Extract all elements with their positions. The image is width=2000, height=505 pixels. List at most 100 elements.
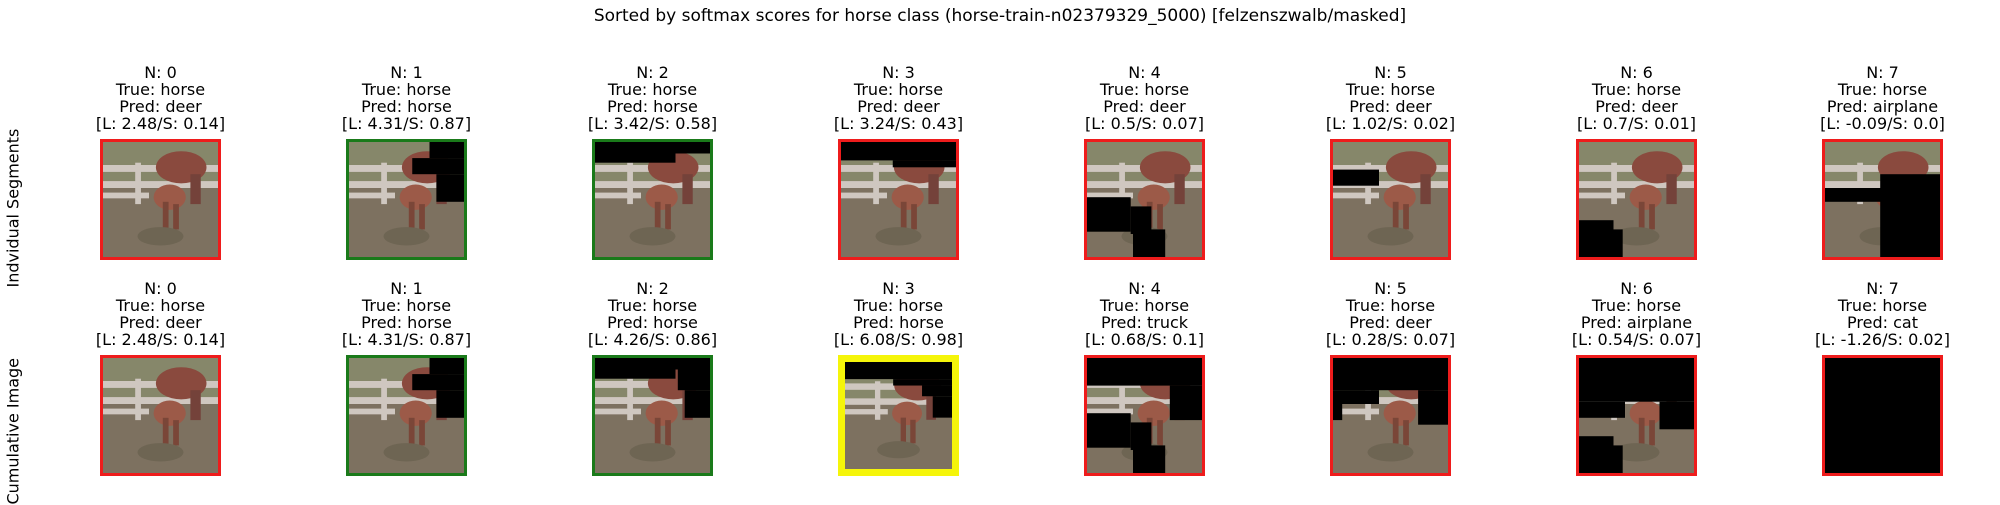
true-label: True: horse [853, 296, 944, 315]
caption-r1-n6: N: 6 True: horse Pred: airplane [L: 0.54/S:… [1537, 280, 1737, 348]
true-label: True: horse [607, 80, 698, 99]
true-label: True: horse [1591, 80, 1682, 99]
thumbnail-r0-n1 [346, 139, 467, 260]
caption-r1-n1: N: 1 True: horse Pred: horse [L: 4.31/S: 0.… [307, 280, 507, 348]
pred-label: Pred: deer [1103, 97, 1186, 116]
scores-label: [L: 0.28/S: 0.07] [1325, 330, 1456, 349]
scores-label: [L: 4.26/S: 0.86] [587, 330, 718, 349]
index-label: N: 0 [144, 279, 177, 298]
caption-r0-n7: N: 7 True: horse Pred: airplane [L: -0.09/S… [1783, 64, 1983, 132]
true-label: True: horse [1591, 296, 1682, 315]
index-label: N: 6 [1620, 279, 1653, 298]
caption-r1-n3: N: 3 True: horse Pred: horse [L: 6.08/S: 0.… [799, 280, 999, 348]
index-label: N: 5 [1374, 63, 1407, 82]
scores-label: [L: 4.31/S: 0.87] [341, 114, 472, 133]
caption-r0-n3: N: 3 True: horse Pred: deer [L: 3.24/S: 0.4… [799, 64, 999, 132]
caption-r1-n4: N: 4 True: horse Pred: truck [L: 0.68/S: 0.… [1045, 280, 1245, 348]
scores-label: [L: 3.24/S: 0.43] [833, 114, 964, 133]
index-label: N: 2 [636, 279, 669, 298]
pred-label: Pred: cat [1847, 313, 1918, 332]
scores-label: [L: 3.42/S: 0.58] [587, 114, 718, 133]
caption-r1-n7: N: 7 True: horse Pred: cat [L: -1.26/S: 0.0… [1783, 280, 1983, 348]
pred-label: Pred: horse [853, 313, 944, 332]
thumbnail-r0-n6 [1576, 139, 1697, 260]
scores-label: [L: 0.68/S: 0.1] [1085, 330, 1204, 349]
pred-label: Pred: deer [119, 313, 202, 332]
pred-label: Pred: deer [1349, 313, 1432, 332]
thumbnail-r0-n4 [1084, 139, 1205, 260]
thumbnail-r0-n0 [100, 139, 221, 260]
figure-title: Sorted by softmax scores for horse class… [593, 6, 1407, 26]
index-label: N: 5 [1374, 279, 1407, 298]
true-label: True: horse [1099, 296, 1190, 315]
scores-label: [L: 0.5/S: 0.07] [1085, 114, 1204, 133]
pred-label: Pred: horse [607, 97, 698, 116]
true-label: True: horse [1345, 296, 1436, 315]
caption-r1-n5: N: 5 True: horse Pred: deer [L: 0.28/S: 0.0… [1291, 280, 1491, 348]
scores-label: [L: 0.54/S: 0.07] [1571, 330, 1702, 349]
index-label: N: 6 [1620, 63, 1653, 82]
true-label: True: horse [361, 80, 452, 99]
true-label: True: horse [1099, 80, 1190, 99]
index-label: N: 2 [636, 63, 669, 82]
thumbnail-r1-n5 [1330, 355, 1451, 476]
true-label: True: horse [607, 296, 698, 315]
scores-label: [L: -1.26/S: 0.02] [1815, 330, 1950, 349]
pred-label: Pred: horse [607, 313, 698, 332]
scores-label: [L: -0.09/S: 0.0] [1820, 114, 1945, 133]
thumbnail-r0-n3 [838, 139, 959, 260]
thumbnail-r0-n5 [1330, 139, 1451, 260]
thumbnail-r1-n1 [346, 355, 467, 476]
true-label: True: horse [853, 80, 944, 99]
scores-label: [L: 1.02/S: 0.02] [1325, 114, 1456, 133]
index-label: N: 3 [882, 63, 915, 82]
caption-r0-n1: N: 1 True: horse Pred: horse [L: 4.31/S: 0.… [307, 64, 507, 132]
true-label: True: horse [115, 296, 206, 315]
caption-r0-n0: N: 0 True: horse Pred: deer [L: 2.48/S: 0.1… [61, 64, 261, 132]
true-label: True: horse [115, 80, 206, 99]
row-label-cumulative-image: Cumulative Image [3, 357, 23, 505]
caption-r0-n4: N: 4 True: horse Pred: deer [L: 0.5/S: 0.07… [1045, 64, 1245, 132]
index-label: N: 4 [1128, 63, 1161, 82]
scores-label: [L: 6.08/S: 0.98] [833, 330, 964, 349]
index-label: N: 0 [144, 63, 177, 82]
true-label: True: horse [1837, 296, 1928, 315]
index-label: N: 3 [882, 279, 915, 298]
pred-label: Pred: deer [1595, 97, 1678, 116]
pred-label: Pred: deer [857, 97, 940, 116]
true-label: True: horse [1837, 80, 1928, 99]
caption-r1-n2: N: 2 True: horse Pred: horse [L: 4.26/S: 0.… [553, 280, 753, 348]
true-label: True: horse [1345, 80, 1436, 99]
thumbnail-r1-n4 [1084, 355, 1205, 476]
thumbnail-r0-n7 [1822, 139, 1943, 260]
thumbnail-r1-n3 [838, 355, 959, 476]
thumbnail-r0-n2 [592, 139, 713, 260]
pred-label: Pred: airplane [1826, 97, 1939, 116]
scores-label: [L: 0.7/S: 0.01] [1577, 114, 1696, 133]
pred-label: Pred: deer [1349, 97, 1432, 116]
index-label: N: 4 [1128, 279, 1161, 298]
thumbnail-r1-n6 [1576, 355, 1697, 476]
pred-label: Pred: horse [361, 313, 452, 332]
scores-label: [L: 2.48/S: 0.14] [95, 114, 226, 133]
scores-label: [L: 4.31/S: 0.87] [341, 330, 472, 349]
thumbnail-r1-n0 [100, 355, 221, 476]
caption-r0-n6: N: 6 True: horse Pred: deer [L: 0.7/S: 0.01… [1537, 64, 1737, 132]
caption-r1-n0: N: 0 True: horse Pred: deer [L: 2.48/S: 0.1… [61, 280, 261, 348]
index-label: N: 1 [390, 279, 423, 298]
caption-r0-n2: N: 2 True: horse Pred: horse [L: 3.42/S: 0.… [553, 64, 753, 132]
thumbnail-r1-n7 [1822, 355, 1943, 476]
true-label: True: horse [361, 296, 452, 315]
pred-label: Pred: horse [361, 97, 452, 116]
scores-label: [L: 2.48/S: 0.14] [95, 330, 226, 349]
thumbnail-r1-n2 [592, 355, 713, 476]
row-label-individual-segments: Indvidual Segments [3, 128, 23, 288]
pred-label: Pred: deer [119, 97, 202, 116]
pred-label: Pred: truck [1100, 313, 1189, 332]
index-label: N: 1 [390, 63, 423, 82]
index-label: N: 7 [1866, 63, 1899, 82]
index-label: N: 7 [1866, 279, 1899, 298]
pred-label: Pred: airplane [1580, 313, 1693, 332]
caption-r0-n5: N: 5 True: horse Pred: deer [L: 1.02/S: 0.0… [1291, 64, 1491, 132]
